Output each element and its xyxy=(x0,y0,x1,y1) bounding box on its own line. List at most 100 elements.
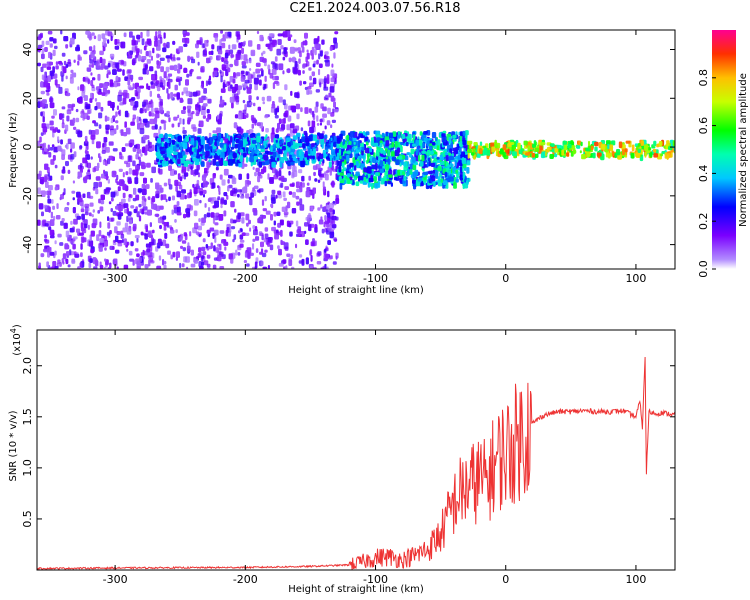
heatmap-cell xyxy=(67,169,71,174)
heatmap-cell xyxy=(312,111,315,118)
heatmap-cell xyxy=(220,75,223,83)
heatmap-cell xyxy=(255,62,261,67)
heatmap-cell xyxy=(244,79,250,84)
heatmap-cell xyxy=(172,139,175,145)
heatmap-cell xyxy=(289,183,295,187)
heatmap-cell xyxy=(175,229,178,234)
heatmap-cell xyxy=(147,85,151,91)
heatmap-cell xyxy=(274,134,280,139)
heatmap-cell xyxy=(330,142,333,150)
heatmap-cell xyxy=(308,67,312,71)
heatmap-cell xyxy=(190,169,194,175)
heatmap-cell xyxy=(381,156,385,160)
heatmap-cell xyxy=(256,143,260,147)
heatmap-cell xyxy=(395,159,400,166)
heatmap-cell xyxy=(394,141,398,148)
heatmap-cell xyxy=(109,262,112,269)
heatmap-cell xyxy=(261,52,264,56)
heatmap-cell xyxy=(387,180,392,185)
heatmap-cell xyxy=(63,36,69,42)
heatmap-cell xyxy=(256,44,261,50)
heatmap-cell xyxy=(98,230,102,237)
heatmap-cell xyxy=(124,76,129,81)
heatmap-cell xyxy=(82,237,87,243)
heatmap-cell xyxy=(73,126,77,130)
heatmap-cell xyxy=(306,89,310,95)
heatmap-cell xyxy=(459,135,462,143)
heatmap-cell xyxy=(187,164,190,172)
heatmap-cell xyxy=(150,81,154,85)
heatmap-cell xyxy=(412,171,417,178)
heatmap-cell xyxy=(291,266,295,269)
heatmap-cell xyxy=(280,124,286,130)
heatmap-cell xyxy=(130,100,134,106)
heatmap-cell xyxy=(402,180,406,184)
heatmap-cell xyxy=(287,161,291,167)
heatmap-cell xyxy=(320,103,324,109)
heatmap-cell xyxy=(459,131,464,137)
heatmap-cell xyxy=(166,110,170,115)
heatmap-cell xyxy=(172,158,175,163)
heatmap-cell xyxy=(148,111,152,117)
heatmap-cell xyxy=(198,97,204,103)
heatmap-cell xyxy=(355,171,360,177)
heatmap-cell xyxy=(157,30,162,35)
heatmap-cell xyxy=(55,61,59,66)
heatmap-cell xyxy=(201,246,206,252)
heatmap-cell xyxy=(52,49,56,57)
heatmap-cell xyxy=(82,193,86,198)
heatmap-cell xyxy=(283,211,289,216)
heatmap-cell xyxy=(279,219,284,226)
heatmap-cell xyxy=(464,133,468,140)
heatmap-cell xyxy=(213,245,216,252)
heatmap-cell xyxy=(154,213,160,217)
heatmap-cell xyxy=(206,267,211,269)
heatmap-cell xyxy=(277,143,280,149)
heatmap-cell xyxy=(252,225,256,230)
heatmap-cell xyxy=(309,75,312,81)
heatmap-cell xyxy=(270,33,275,38)
heatmap-cell xyxy=(455,131,458,136)
heatmap-cell xyxy=(246,263,250,267)
heatmap-cell xyxy=(260,261,264,266)
heatmap-cell xyxy=(204,47,207,55)
heatmap-cell xyxy=(99,238,105,243)
heatmap-cell xyxy=(118,89,122,96)
heatmap-cell xyxy=(144,211,148,215)
heatmap-cell xyxy=(318,68,321,76)
heatmap-cell xyxy=(316,59,319,65)
heatmap-cell xyxy=(47,75,51,82)
heatmap-cell xyxy=(132,114,136,120)
heatmap-cell xyxy=(307,86,312,90)
heatmap-cell xyxy=(74,253,80,258)
heatmap-cell xyxy=(224,246,227,251)
heatmap-cell xyxy=(306,52,310,60)
heatmap-cell xyxy=(207,146,213,150)
heatmap-cell xyxy=(163,42,166,49)
heatmap-cell xyxy=(459,146,462,153)
heatmap-cell xyxy=(332,209,335,215)
heatmap-cell xyxy=(261,215,266,219)
heatmap-cell xyxy=(45,40,50,45)
heatmap-cell xyxy=(247,73,252,80)
heatmap-cell xyxy=(63,222,68,229)
heatmap-cell xyxy=(156,84,161,92)
heatmap-cell xyxy=(253,102,256,107)
heatmap-cell xyxy=(444,171,448,178)
heatmap-cell xyxy=(117,94,122,102)
heatmap-cell xyxy=(151,166,156,174)
heatmap-cell xyxy=(77,266,80,269)
heatmap-cell xyxy=(175,257,178,261)
heatmap-cell xyxy=(288,259,293,266)
heatmap-cell xyxy=(316,261,322,265)
heatmap-cell xyxy=(94,98,98,102)
heatmap-cell xyxy=(260,241,264,248)
heatmap-cell xyxy=(251,123,254,129)
heatmap-cell xyxy=(90,248,94,254)
heatmap-cell xyxy=(48,61,53,66)
heatmap-cell xyxy=(185,32,190,36)
heatmap-cell xyxy=(200,67,204,73)
heatmap-cell xyxy=(317,35,320,42)
heatmap-cell xyxy=(44,223,49,227)
heatmap-cell xyxy=(40,66,44,73)
